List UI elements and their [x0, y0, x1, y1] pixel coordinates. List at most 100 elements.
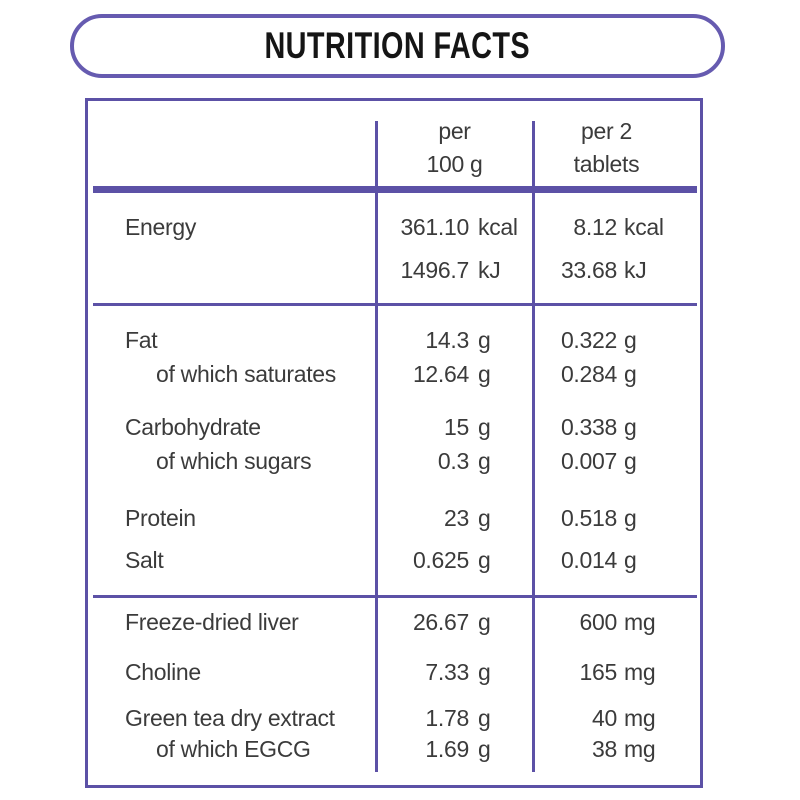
per-100g-unit: g	[478, 659, 491, 685]
table-row-salt: Salt 0.625 g 0.014 g	[88, 545, 700, 575]
per-2-tablets-cell: 0.518 g	[533, 503, 700, 533]
row-label: Green tea dry extract	[125, 705, 335, 731]
per-100g-unit: g	[478, 327, 491, 353]
row-label: Choline	[125, 659, 201, 685]
per-2-tablets-cell: 0.338 g	[533, 412, 700, 442]
per-2-tablets-unit: g	[624, 327, 637, 353]
per-2-tablets-unit: kJ	[624, 257, 647, 283]
column-divider-1	[375, 121, 378, 772]
row-label: Protein	[125, 505, 196, 531]
per-2-tablets-unit: g	[624, 547, 637, 573]
per-100g-unit: g	[478, 361, 491, 387]
row-label: Fat	[125, 327, 158, 353]
per-100g-cell: 15 g	[376, 412, 533, 442]
row-label: of which sugars	[156, 448, 312, 474]
per-2-tablets-value: 40	[592, 705, 617, 731]
per-100g-cell: 361.10 kcal	[376, 212, 533, 242]
table-row-freeze-dried-liver: Freeze-dried liver 26.67 g 600 mg	[88, 607, 700, 637]
per-100g-value: 7.33	[425, 659, 469, 685]
row-label: Energy	[125, 214, 197, 240]
per-100g-cell: 7.33 g	[376, 657, 533, 687]
per-100g-unit: kcal	[478, 214, 518, 240]
per-100g-value: 1.69	[425, 736, 469, 762]
table-row-energy-kj: 1496.7 kJ 33.68 kJ	[88, 255, 700, 285]
per-100g-cell: 0.3 g	[376, 446, 533, 476]
table-row-sugars: of which sugars 0.3 g 0.007 g	[88, 446, 700, 476]
table-row-energy: Energy 361.10 kcal 8.12 kcal	[88, 212, 700, 242]
col-header-per-2-tablets-line1: per 2	[581, 118, 632, 144]
row-label: Freeze-dried liver	[125, 609, 299, 635]
table-row-choline: Choline 7.33 g 165 mg	[88, 657, 700, 687]
per-2-tablets-unit: g	[624, 448, 637, 474]
per-100g-cell: 0.625 g	[376, 545, 533, 575]
table-row-protein: Protein 23 g 0.518 g	[88, 503, 700, 533]
per-2-tablets-value: 0.518	[560, 505, 617, 531]
per-100g-cell: 1.69 g	[376, 734, 533, 764]
row-label	[88, 255, 376, 285]
per-100g-value: 1496.7	[400, 257, 469, 283]
per-2-tablets-value: 0.284	[560, 361, 617, 387]
per-2-tablets-cell: 8.12 kcal	[533, 212, 700, 242]
column-divider-2	[532, 121, 535, 772]
per-2-tablets-cell: 38 mg	[533, 734, 700, 764]
per-2-tablets-cell: 165 mg	[533, 657, 700, 687]
per-100g-cell: 26.67 g	[376, 607, 533, 637]
header-separator-rule	[93, 186, 697, 193]
per-2-tablets-unit: g	[624, 361, 637, 387]
per-2-tablets-cell: 40 mg	[533, 703, 700, 733]
col-header-per-100g: per 100 g	[376, 115, 533, 181]
per-2-tablets-value: 0.322	[560, 327, 617, 353]
row-label: of which EGCG	[156, 736, 311, 762]
per-100g-unit: g	[478, 705, 491, 731]
col-header-blank	[88, 115, 376, 181]
per-2-tablets-cell: 0.014 g	[533, 545, 700, 575]
per-100g-unit: kJ	[478, 257, 501, 283]
per-100g-value: 0.625	[412, 547, 469, 573]
col-header-per-2-tablets: per 2 tablets	[533, 115, 700, 181]
per-100g-value: 14.3	[425, 327, 469, 353]
per-2-tablets-value: 0.338	[560, 414, 617, 440]
row-label: of which saturates	[156, 361, 336, 387]
row-label: Salt	[125, 547, 164, 573]
macros-section-rule	[93, 595, 697, 598]
per-2-tablets-value: 165	[579, 659, 618, 685]
per-100g-cell: 12.64 g	[376, 359, 533, 389]
per-2-tablets-cell: 600 mg	[533, 607, 700, 637]
per-2-tablets-unit: g	[624, 414, 637, 440]
per-100g-value: 15	[444, 414, 469, 440]
title-banner: NUTRITION FACTS	[70, 14, 725, 78]
col-header-per-2-tablets-line2: tablets	[573, 151, 640, 177]
per-100g-cell: 14.3 g	[376, 325, 533, 355]
table-row-green-tea-extract: Green tea dry extract 1.78 g 40 mg	[88, 703, 700, 733]
per-2-tablets-cell: 0.322 g	[533, 325, 700, 355]
per-2-tablets-cell: 33.68 kJ	[533, 255, 700, 285]
per-100g-value: 0.3	[437, 448, 469, 474]
per-2-tablets-value: 8.12	[573, 214, 617, 240]
per-100g-cell: 1496.7 kJ	[376, 255, 533, 285]
per-2-tablets-value: 38	[592, 736, 617, 762]
col-header-per-100g-line2: 100 g	[426, 151, 483, 177]
energy-section-rule	[93, 303, 697, 306]
per-2-tablets-value: 600	[579, 609, 618, 635]
table-row-carbohydrate: Carbohydrate 15 g 0.338 g	[88, 412, 700, 442]
page-title: NUTRITION FACTS	[264, 25, 531, 66]
per-100g-cell: 1.78 g	[376, 703, 533, 733]
per-100g-value: 1.78	[425, 705, 469, 731]
per-100g-value: 12.64	[412, 361, 469, 387]
per-2-tablets-unit: g	[624, 505, 637, 531]
row-label: Carbohydrate	[125, 414, 261, 440]
per-100g-unit: g	[478, 736, 491, 762]
table-row-fat: Fat 14.3 g 0.322 g	[88, 325, 700, 355]
per-2-tablets-unit: mg	[624, 705, 656, 731]
per-2-tablets-cell: 0.284 g	[533, 359, 700, 389]
col-header-per-100g-line1: per	[438, 118, 471, 144]
per-100g-value: 23	[444, 505, 469, 531]
per-2-tablets-unit: mg	[624, 659, 656, 685]
table-row-saturates: of which saturates 12.64 g 0.284 g	[88, 359, 700, 389]
table-row-egcg: of which EGCG 1.69 g 38 mg	[88, 734, 700, 764]
per-2-tablets-value: 33.68	[560, 257, 617, 283]
per-2-tablets-value: 0.014	[560, 547, 617, 573]
nutrition-table: per 100 g per 2 tablets Energy 361.10 kca…	[85, 98, 703, 788]
per-2-tablets-unit: kcal	[624, 214, 664, 240]
